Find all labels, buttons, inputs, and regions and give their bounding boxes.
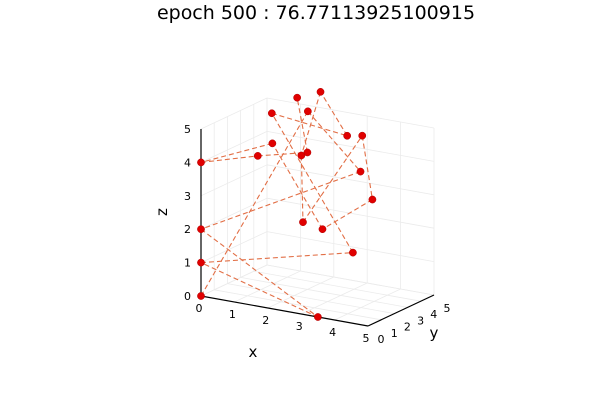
series-line-segment: [271, 112, 354, 253]
y-axis-line: [367, 294, 435, 327]
z-tick-label: 2: [184, 223, 191, 236]
data-point: [197, 225, 205, 234]
x-tick-label: 0: [196, 302, 203, 315]
series-line-segment: [322, 199, 373, 230]
series-line-segment: [300, 155, 304, 223]
series-line-segment: [271, 112, 348, 137]
series-line-segment: [320, 91, 348, 137]
y-tick-label: 0: [378, 333, 385, 346]
y-axis-label: y: [430, 324, 439, 342]
y-tick-label: 5: [444, 302, 451, 315]
data-point: [297, 151, 306, 160]
series-line-segment: [200, 171, 361, 230]
x-tick-label: 4: [329, 326, 336, 339]
x-tick-label: 3: [296, 320, 303, 333]
back-wall-gridline-z: [266, 97, 435, 129]
chart-title: epoch 500 : 76.77113925100915: [157, 2, 475, 24]
data-point: [349, 248, 357, 257]
data-series: [197, 88, 377, 321]
z-axis-label: z: [153, 208, 171, 216]
floor-gridline-y: [240, 277, 408, 308]
data-point: [299, 218, 307, 227]
side-wall-gridline-z: [200, 231, 268, 263]
data-point: [356, 167, 365, 176]
series-line-segment: [296, 97, 308, 153]
back-wall-gridline-z: [266, 164, 435, 196]
data-point: [358, 131, 367, 140]
floor-gridline-x: [301, 282, 368, 315]
series-line-segment: [200, 252, 353, 264]
side-wall-gridline-z: [200, 131, 268, 163]
data-point: [268, 139, 277, 148]
z-tick-label: 3: [184, 190, 191, 203]
floor-gridline-x: [334, 288, 401, 321]
data-point: [267, 109, 276, 118]
floor-gridline-x: [234, 270, 301, 303]
data-point: [343, 131, 352, 140]
y-tick-label: 4: [430, 308, 437, 321]
data-point: [197, 258, 205, 267]
floor-gridline-y: [266, 264, 435, 296]
back-wall-gridline-z: [266, 197, 435, 229]
back-wall-gridline-z: [266, 231, 435, 262]
x-tick-label: 1: [229, 308, 236, 321]
series-line-segment: [271, 143, 323, 230]
data-point: [368, 195, 377, 204]
back-wall-gridline-z: [266, 131, 435, 162]
data-point: [318, 225, 327, 234]
pane-grid: [200, 97, 435, 327]
side-wall-gridline-z: [200, 97, 268, 130]
data-point: [197, 158, 205, 167]
z-tick-label: 5: [184, 123, 191, 136]
series-line-segment: [307, 110, 361, 172]
x-tick-label: 2: [262, 314, 269, 327]
data-point: [303, 148, 312, 157]
floor-gridline-y: [214, 289, 382, 321]
z-tick-label: 4: [184, 156, 191, 169]
series-line-segment: [200, 142, 273, 163]
series-line-segment: [300, 91, 322, 156]
series-line-segment: [302, 135, 363, 223]
floor-gridline-y: [227, 283, 395, 314]
series-line-segment: [200, 155, 258, 163]
data-point: [197, 292, 205, 300]
z-tick-label: 1: [184, 257, 191, 270]
data-point: [314, 313, 322, 321]
axes: [200, 129, 435, 327]
y-tick-label: 1: [391, 327, 398, 340]
floor-gridline-y: [253, 270, 421, 302]
data-point: [293, 93, 301, 102]
series-line-segment: [200, 228, 319, 318]
x-tick-label: 5: [363, 332, 370, 345]
series-line-segment: [361, 135, 373, 200]
series-line-segment: [200, 262, 319, 318]
y-tick-label: 2: [404, 321, 411, 334]
data-point: [304, 107, 312, 116]
side-wall-gridline-z: [200, 164, 268, 197]
floor-gridline-x: [267, 276, 334, 309]
series-line-segment: [200, 111, 309, 297]
x-axis-label: x: [249, 343, 258, 361]
x-axis-line: [200, 295, 369, 327]
z-tick-label: 0: [184, 290, 191, 303]
y-tick-label: 3: [417, 314, 424, 327]
side-wall-gridline-z: [200, 197, 268, 230]
data-point: [253, 152, 262, 160]
data-point: [316, 88, 325, 96]
